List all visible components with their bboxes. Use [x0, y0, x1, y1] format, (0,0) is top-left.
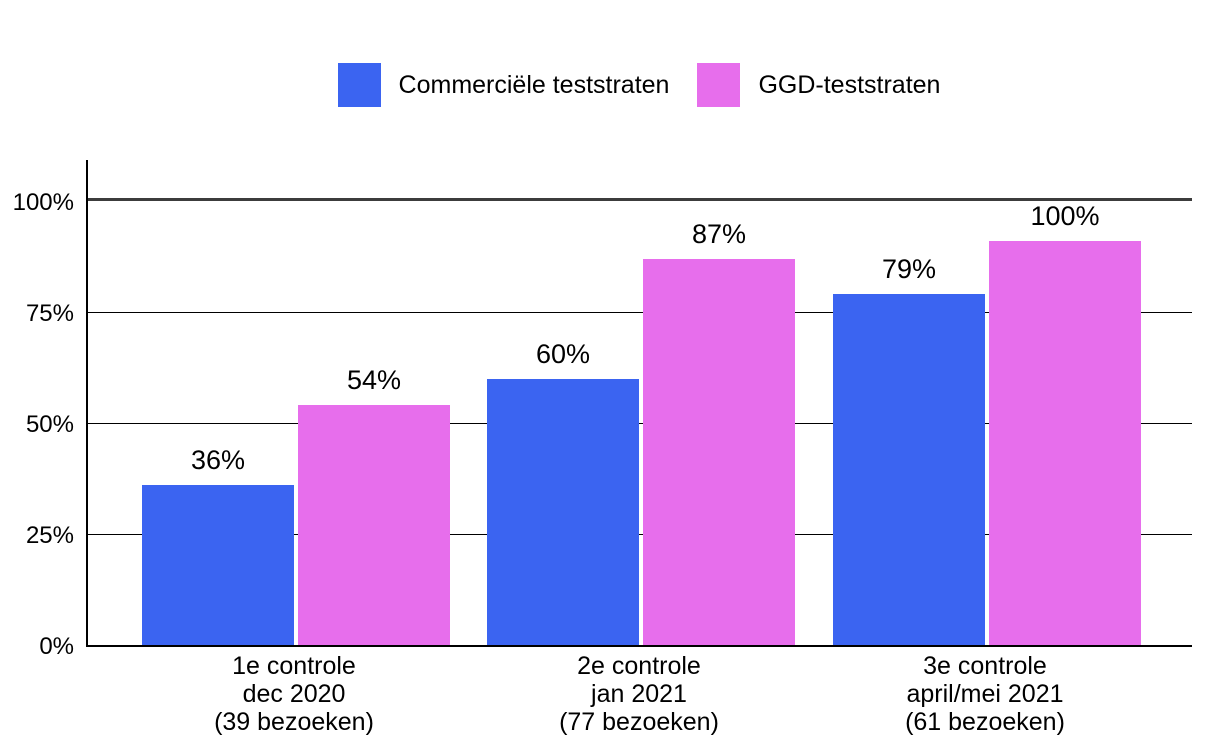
bar-column: 60% [487, 201, 639, 645]
x-label-line: (77 bezoeken) [559, 708, 719, 736]
gridline-75 [88, 312, 1192, 313]
legend-item-commercial: Commerciële teststraten [337, 63, 670, 107]
x-label-line: 1e controle [232, 652, 356, 680]
gridlines [88, 198, 1192, 645]
gridline-50 [88, 423, 1192, 424]
x-label-line: dec 2020 [242, 680, 346, 708]
x-label-2e-controle: 2e controle jan 2021 (77 bezoeken) [485, 652, 793, 736]
bar-groups: 36% 54% 60% 87% [88, 201, 1192, 645]
bar-commercial-1 [142, 485, 294, 645]
legend-item-ggd: GGD-teststraten [697, 63, 940, 107]
x-label-3e-controle: 3e controle april/mei 2021 (61 bezoeken) [831, 652, 1139, 736]
legend-swatch-ggd [697, 63, 741, 107]
y-tick-75: 75% [25, 300, 74, 327]
bar-ggd-2 [643, 258, 795, 645]
bar-value-label: 54% [346, 365, 402, 396]
bar-group-2e-controle: 60% 87% [487, 201, 795, 645]
x-label-line: jan 2021 [591, 680, 687, 708]
y-tick-50: 50% [25, 411, 74, 438]
legend-swatch-commercial [337, 63, 381, 107]
bar-column: 36% [142, 201, 294, 645]
y-tick-0: 0% [39, 633, 74, 660]
bar-column: 79% [833, 201, 985, 645]
legend-label-commercial: Commerciële teststraten [398, 70, 670, 99]
gridline-100 [88, 198, 1192, 201]
x-label-line: 3e controle [923, 652, 1047, 680]
bar-value-label: 36% [190, 445, 246, 476]
bar-value-label: 79% [881, 254, 937, 285]
plot-area: 36% 54% 60% 87% [86, 160, 1192, 647]
bar-commercial-3 [833, 294, 985, 645]
bar-value-label: 87% [691, 218, 747, 249]
x-label-line: (39 bezoeken) [214, 708, 374, 736]
y-tick-100: 100% [12, 189, 74, 216]
x-label-line: (61 bezoeken) [905, 708, 1065, 736]
bar-group-1e-controle: 36% 54% [142, 201, 450, 645]
legend-label-ggd: GGD-teststraten [758, 70, 941, 99]
gridline-25 [88, 534, 1192, 535]
x-label-1e-controle: 1e controle dec 2020 (39 bezoeken) [140, 652, 448, 736]
bar-commercial-2 [487, 378, 639, 645]
bar-value-label: 60% [535, 338, 591, 369]
bar-column: 100% [989, 201, 1141, 645]
x-label-line: april/mei 2021 [906, 680, 1064, 708]
bar-group-3e-controle: 79% 100% [833, 201, 1141, 645]
bar-value-label: 100% [1030, 201, 1100, 231]
x-label-line: 2e controle [577, 652, 701, 680]
x-axis: 1e controle dec 2020 (39 bezoeken) 2e co… [86, 652, 1192, 747]
legend: Commerciële teststraten GGD-teststraten [86, 62, 1192, 108]
bar-ggd-3 [989, 241, 1141, 645]
y-tick-25: 25% [25, 522, 74, 549]
bar-column: 54% [298, 201, 450, 645]
y-axis: 0% 25% 50% 75% 100% [0, 160, 74, 659]
bar-ggd-1 [298, 405, 450, 645]
bar-column: 87% [643, 201, 795, 645]
